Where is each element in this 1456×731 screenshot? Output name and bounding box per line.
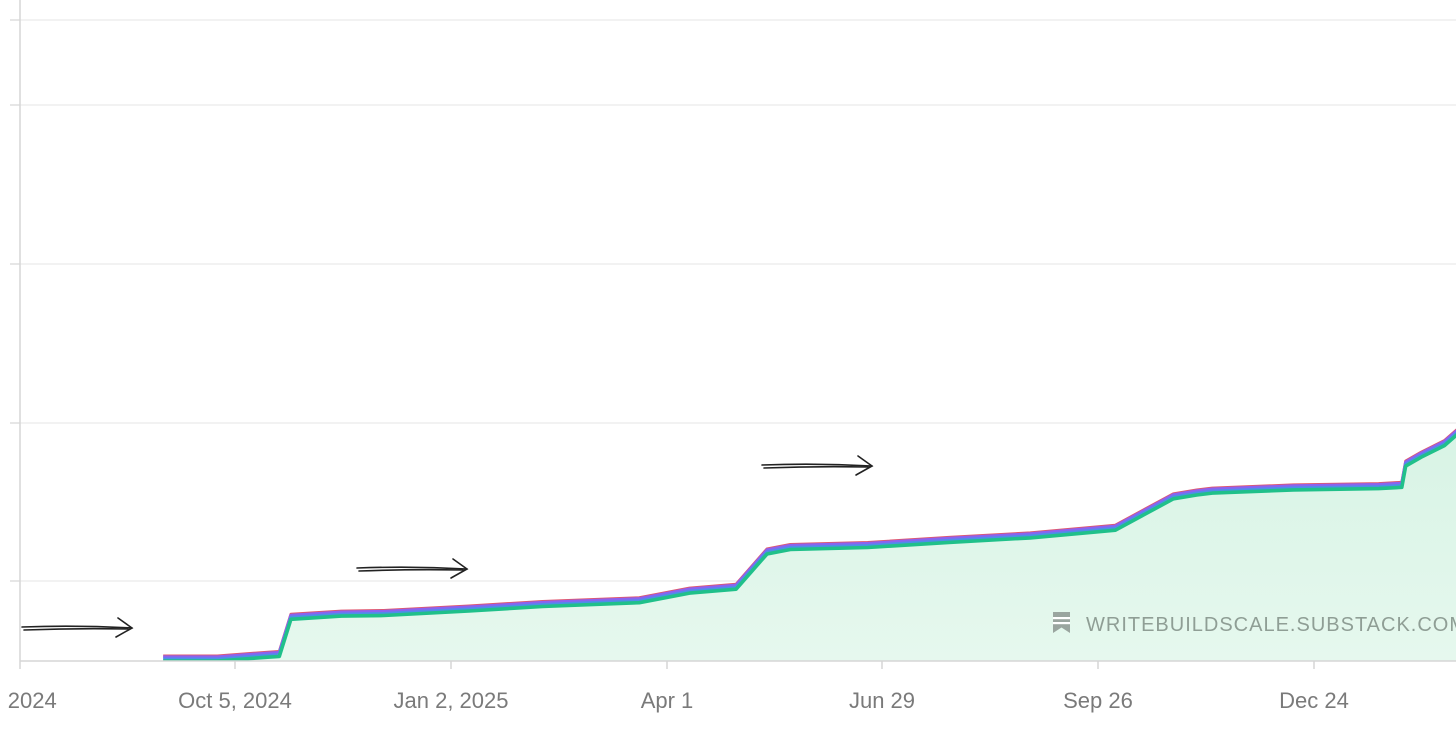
series-line-main xyxy=(163,433,1456,661)
x-tick-label-5: Sep 26 xyxy=(1063,688,1133,713)
area-fill xyxy=(163,435,1456,661)
bookmark-icon xyxy=(1053,612,1070,633)
x-tick-label-3: Apr 1 xyxy=(641,688,694,713)
hand-drawn-arrow-icon xyxy=(356,558,469,579)
axes: 8, 2024 Oct 5, 2024 Jan 2, 2025 Apr 1 Jun 29… xyxy=(0,0,1456,713)
series-line-purple xyxy=(163,429,1456,659)
x-tick-label-0: 8, 2024 xyxy=(0,688,57,713)
watermark-text: WRITEBUILDSCALE.SUBSTACK.COM xyxy=(1086,614,1456,636)
hand-drawn-arrow-icon xyxy=(761,455,874,476)
annotation-arrows xyxy=(21,455,874,638)
hand-drawn-arrow-icon xyxy=(21,617,134,638)
x-tick-label-6: Dec 24 xyxy=(1279,688,1349,713)
x-tick-label-2: Jan 2, 2025 xyxy=(394,688,509,713)
series-line-blue xyxy=(163,431,1456,661)
x-tick-label-4: Jun 29 xyxy=(849,688,915,713)
plot-area xyxy=(163,428,1456,661)
x-tick-label-1: Oct 5, 2024 xyxy=(178,688,292,713)
watermark: WRITEBUILDSCALE.SUBSTACK.COM xyxy=(1053,612,1456,636)
